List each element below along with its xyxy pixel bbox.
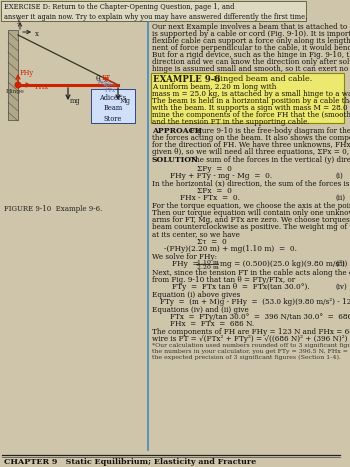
Text: mass m = 25.0 kg, is attached by a small hinge to a wall, as shown in Fig. 9-10.: mass m = 25.0 kg, is attached by a small…: [152, 90, 350, 98]
Text: mg: mg: [70, 97, 80, 105]
Text: mine the components of the force FH that the (smooth) hinge exerts on the beam,: mine the components of the force FH that…: [152, 111, 350, 119]
Text: 1.10 m: 1.10 m: [197, 260, 219, 265]
Text: The sum of the forces in the vertical (y) direction is: The sum of the forces in the vertical (y…: [188, 156, 350, 164]
Text: FT: FT: [101, 74, 110, 82]
Text: beam counterclockwise as positive. The weight mg of the (uniform) beam acts: beam counterclockwise as positive. The w…: [152, 223, 350, 231]
Text: Hinge: Hinge: [6, 89, 25, 94]
Text: APPROACH: APPROACH: [152, 127, 202, 135]
Text: Equations (iv) and (ii) give: Equations (iv) and (ii) give: [152, 306, 249, 314]
Text: the expected precision of 3 significant figures (Section 1-4).: the expected precision of 3 significant …: [152, 354, 341, 360]
Text: FHx - FTx  =  0.: FHx - FTx = 0.: [180, 194, 240, 202]
Text: In the horizontal (x) direction, the sum of the forces is: In the horizontal (x) direction, the sum…: [152, 180, 349, 188]
Text: EXAMPLE 9-6: EXAMPLE 9-6: [153, 75, 220, 84]
Text: (iv): (iv): [335, 283, 347, 291]
Text: nent of force perpendicular to the cable, it would bend because it is flexible.): nent of force perpendicular to the cable…: [152, 44, 350, 52]
Text: But for a rigid device, such as the hinge in Fig. 9-10, the force can be in any: But for a rigid device, such as the hing…: [152, 51, 350, 59]
Text: Then our torque equation will contain only one unknown, FHy, because the lever: Then our torque equation will contain on…: [152, 209, 350, 217]
Text: hinge is assumed small and smooth, so it can exert no internal torque on the bea: hinge is assumed small and smooth, so it…: [152, 65, 350, 73]
FancyBboxPatch shape: [91, 89, 135, 123]
Text: FTy: FTy: [101, 80, 112, 85]
Text: FTy  =  FTx tan θ  =  FTx(tan 30.0°).: FTy = FTx tan θ = FTx(tan 30.0°).: [172, 283, 310, 291]
Text: from Fig. 9-10 that tan θ = FTy/FTx, or: from Fig. 9-10 that tan θ = FTy/FTx, or: [152, 276, 295, 284]
Text: (iii): (iii): [335, 260, 347, 268]
Text: x: x: [35, 30, 39, 38]
Text: and the tension FT in the supporting cable.: and the tension FT in the supporting cab…: [152, 118, 310, 126]
Text: Next, since the tension FT in the cable acts along the cable (θ = 30.0°), we see: Next, since the tension FT in the cable …: [152, 269, 350, 277]
Text: Hinged beam and cable.: Hinged beam and cable.: [211, 75, 312, 83]
Text: at its center, so we have: at its center, so we have: [152, 230, 240, 238]
Text: (ii): (ii): [335, 194, 345, 202]
Bar: [8, 30, 18, 120]
Text: Our next Example involves a beam that is attached to a wall by a hinge and: Our next Example involves a beam that is…: [152, 23, 350, 31]
Text: y: y: [16, 16, 20, 24]
Text: The components of FH are FHy = 123 N and FHx = 686 N. The tension in the: The components of FH are FHy = 123 N and…: [152, 328, 350, 336]
Text: FTx  =  FTy/tan 30.0°  =  396 N/tan 30.0°  =  686 N;: FTx = FTy/tan 30.0° = 396 N/tan 30.0° = …: [170, 313, 350, 321]
Text: the numbers in your calculator, you get FTy = 396.5 N, FHx = 686.8 N, and FT = 7: the numbers in your calculator, you get …: [152, 349, 350, 354]
Text: FHx  =  FTx  =  686 N.: FHx = FTx = 686 N.: [170, 320, 254, 328]
Text: flexible cable can support a force only along its length. (If there were a compo: flexible cable can support a force only …: [152, 37, 350, 45]
Text: Mg: Mg: [120, 97, 131, 105]
Text: CHAPTER 9   Static Equilibrium; Elasticity and Fracture: CHAPTER 9 Static Equilibrium; Elasticity…: [4, 458, 256, 466]
Text: FTx: FTx: [105, 88, 116, 93]
Text: FHy: FHy: [20, 69, 34, 77]
Text: 2.20 m: 2.20 m: [197, 265, 219, 270]
Text: *Our calculation used numbers rounded off to 3 significant figures. If you keep : *Our calculation used numbers rounded of…: [152, 343, 350, 348]
Text: is supported by a cable or cord (Fig. 9-10). It is important to remember that a: is supported by a cable or cord (Fig. 9-…: [152, 30, 350, 38]
Text: Figure 9-10 is the free-body diagram for the beam, showing all: Figure 9-10 is the free-body diagram for…: [190, 127, 350, 135]
Text: We solve for FHy:: We solve for FHy:: [152, 253, 217, 261]
Text: For the torque equation, we choose the axis at the point where FT and Mg act.: For the torque equation, we choose the a…: [152, 202, 350, 210]
Text: Equation (i) above gives: Equation (i) above gives: [152, 291, 240, 299]
Text: FIGURE 9-10  Example 9-6.: FIGURE 9-10 Example 9-6.: [4, 205, 102, 213]
Text: ΣFx  =  0: ΣFx = 0: [197, 187, 232, 195]
Text: for the direction of FH. We have three unknowns, FHx, FHy, and FT (we are: for the direction of FH. We have three u…: [152, 141, 350, 149]
Text: A uniform beam, 2.20 m long with: A uniform beam, 2.20 m long with: [152, 83, 276, 91]
Circle shape: [15, 82, 21, 88]
Text: FHy  =: FHy =: [172, 260, 201, 268]
FancyBboxPatch shape: [151, 73, 344, 123]
Text: arms for FT, Mg, and FTx are zero. We choose torques that tend to rotate the: arms for FT, Mg, and FTx are zero. We ch…: [152, 216, 350, 224]
Text: SOLUTION: SOLUTION: [152, 156, 199, 164]
Text: given θ), so we will need all three equations, ΣFx = 0, ΣFy = 0, Στ = 0.: given θ), so we will need all three equa…: [152, 148, 350, 156]
Text: mg = (0.500)(25.0 kg)(9.80 m/s²)  =  123 N.: mg = (0.500)(25.0 kg)(9.80 m/s²) = 123 N…: [220, 260, 350, 268]
Text: with the beam. It supports a sign with mass M = 28.0 kg suspended from its end. : with the beam. It supports a sign with m…: [152, 104, 350, 112]
Text: wire is FT = √(FTx² + FTy²) = √((686 N)² + (396 N)²) = 792 N.*: wire is FT = √(FTx² + FTy²) = √((686 N)²…: [152, 335, 350, 343]
Text: -(FHy)(2.20 m) + mg(1.10 m)  =  0.: -(FHy)(2.20 m) + mg(1.10 m) = 0.: [164, 245, 297, 253]
Text: the forces acting on the beam. It also shows the components of FT and a guess: the forces acting on the beam. It also s…: [152, 134, 350, 142]
Text: The beam is held in a horizontal position by a cable that makes an angle θ = 30.: The beam is held in a horizontal positio…: [152, 97, 350, 105]
Bar: [1, 1, 306, 21]
Text: ΣFy  =  0: ΣFy = 0: [197, 165, 232, 173]
Text: FHy + FTy - mg - Mg  =  0.: FHy + FTy - mg - Mg = 0.: [170, 172, 272, 180]
Text: (i): (i): [335, 172, 343, 180]
Text: direction and we can know the direction only after solving the equations. (The: direction and we can know the direction …: [152, 58, 350, 66]
Text: EXERCISE D: Return to the Chapter-Opening Question, page 1, and
answer it again : EXERCISE D: Return to the Chapter-Openin…: [4, 3, 307, 21]
Text: FTy  =  (m + M)g - FHy  =  (53.0 kg)(9.80 m/s²) - 123 N  =  396 N: FTy = (m + M)g - FHy = (53.0 kg)(9.80 m/…: [160, 298, 350, 306]
Text: Adicer's
Beam
Store: Adicer's Beam Store: [99, 94, 127, 123]
Text: FHx: FHx: [35, 83, 49, 91]
Text: Στ  =  0: Στ = 0: [197, 238, 227, 246]
Text: θ: θ: [96, 75, 101, 83]
